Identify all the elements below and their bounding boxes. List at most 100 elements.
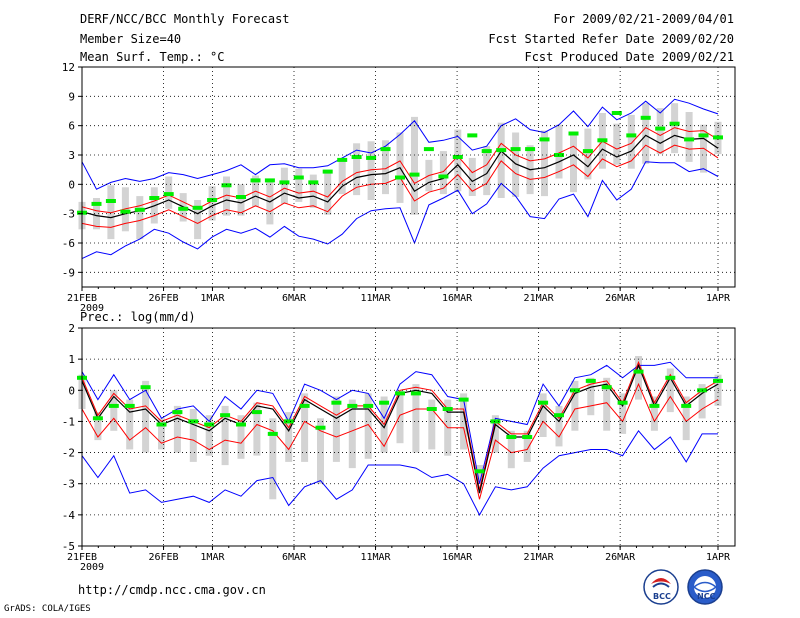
temperature-median-mark-42 <box>684 137 695 142</box>
temperature-median-mark-35 <box>582 149 593 154</box>
precipitation-median-mark-32 <box>585 378 596 383</box>
temperature-box-17 <box>324 169 332 215</box>
precipitation-xtick-label-3: 6MAR <box>282 552 307 563</box>
precipitation-median-mark-19 <box>379 400 390 405</box>
temperature-median-mark-5 <box>149 196 160 200</box>
precipitation-box-38 <box>682 396 690 441</box>
temperature-median-mark-14 <box>279 180 290 185</box>
temperature-box-28 <box>483 146 491 196</box>
temperature-box-14 <box>280 167 288 204</box>
precipitation-xtick-label-0: 21FEB <box>67 552 97 563</box>
precipitation-ytick-label-1: 1 <box>68 353 75 366</box>
temperature-median-mark-24 <box>423 147 434 152</box>
precipitation-box-9 <box>221 405 229 466</box>
precipitation-median-mark-10 <box>236 422 246 427</box>
precipitation-median-mark-13 <box>283 419 294 424</box>
precipitation-box-30 <box>555 405 563 447</box>
precipitation-xtick-label-4: 11MAR <box>360 552 391 563</box>
precipitation-upper-line <box>81 360 719 491</box>
temperature-ytick-label-0: 12 <box>62 61 75 74</box>
precipitation-box-7 <box>189 409 197 462</box>
temperature-box-4 <box>136 196 144 240</box>
temperature-box-25 <box>439 151 447 195</box>
temperature-ytick-label-2: 6 <box>68 120 75 133</box>
temperature-median-mark-26 <box>452 155 463 159</box>
grads-credit: GrADS: COLA/IGES <box>4 604 91 614</box>
precipitation-ylabel: Prec.: log(mm/d) <box>80 310 196 324</box>
temperature-median-mark-10 <box>221 183 232 188</box>
temperature-box-8 <box>194 200 202 240</box>
temperature-box-34 <box>570 132 577 193</box>
temperature-box-42 <box>685 112 693 162</box>
precipitation-box-26 <box>491 415 499 453</box>
temperature-box-15 <box>295 168 303 202</box>
precipitation-median-mark-20 <box>395 391 405 396</box>
temperature-box-37 <box>613 123 621 165</box>
precipitation-box-27 <box>507 430 515 469</box>
member-size: Member Size=40 <box>80 32 182 46</box>
temperature-median-mark-11 <box>236 195 246 199</box>
precipitation-box-6 <box>173 405 181 453</box>
precipitation-median-mark-12 <box>267 431 278 436</box>
temperature-median-mark-16 <box>308 180 319 185</box>
precipitation-ytick-label-4: -2 <box>62 447 75 460</box>
forecast-started: Fcst Started Refer Date 2009/02/20 <box>488 32 734 46</box>
precipitation-xtick-label-2: 1MAR <box>200 552 225 563</box>
source-url[interactable]: http://cmdp.ncc.cma.gov.cn <box>78 583 266 597</box>
precipitation-median-mark-21 <box>410 391 421 396</box>
precipitation-median-mark-8 <box>204 422 215 427</box>
temperature-median-mark-7 <box>178 206 189 211</box>
precipitation-box-1 <box>94 412 102 441</box>
precipitation-min-line <box>81 429 718 516</box>
precipitation-box-28 <box>523 430 531 462</box>
temperature-box-21 <box>382 140 389 195</box>
precipitation-median-mark-27 <box>506 435 517 439</box>
precipitation-median-mark-29 <box>538 400 549 405</box>
precipitation-box-10 <box>237 415 245 459</box>
temperature-median-mark-9 <box>207 198 218 202</box>
precipitation-xtick-label-6: 21MAR <box>524 552 555 563</box>
temperature-ytick-label-5: -3 <box>62 208 75 221</box>
precipitation-median-mark-37 <box>665 375 676 380</box>
precipitation-median-mark-33 <box>601 385 612 390</box>
precipitation-box-5 <box>158 418 165 450</box>
precipitation-median-mark-5 <box>156 422 167 427</box>
temperature-median-mark-3 <box>120 209 131 214</box>
temperature-ytick-label-7: -9 <box>62 266 75 279</box>
temperature-median-mark-38 <box>626 133 637 138</box>
precipitation-box-2 <box>110 390 118 431</box>
precipitation-median-mark-17 <box>347 403 358 408</box>
temperature-xtick-label-3: 6MAR <box>282 293 307 304</box>
precipitation-box-33 <box>603 377 611 431</box>
precipitation-box-12 <box>269 418 277 500</box>
temperature-box-38 <box>627 114 635 169</box>
temperature-max-line <box>81 98 719 190</box>
temperature-box-40 <box>656 108 664 155</box>
temperature-year-label: 2009 <box>80 303 104 314</box>
precipitation-box-36 <box>650 396 658 431</box>
precipitation-year-label: 2009 <box>80 562 104 573</box>
temperature-median-mark-8 <box>192 205 203 210</box>
precipitation-median-mark-15 <box>315 425 326 430</box>
precipitation-box-8 <box>205 415 213 456</box>
temperature-median-mark-1 <box>91 201 102 206</box>
temperature-xtick-label-1: 26FEB <box>148 293 178 304</box>
temperature-median-mark-18 <box>337 157 348 162</box>
precipitation-box-16 <box>332 396 340 462</box>
temperature-median-mark-29 <box>496 148 507 153</box>
precipitation-median-mark-23 <box>442 407 453 411</box>
precipitation-box-21 <box>412 384 420 453</box>
temperature-box-26 <box>454 129 462 192</box>
precipitation-ytick-label-3: -1 <box>62 415 75 428</box>
temperature-xtick-label-7: 26MAR <box>605 293 636 304</box>
temperature-median-mark-2 <box>105 199 116 203</box>
precipitation-box-22 <box>428 399 436 450</box>
temperature-median-mark-6 <box>163 192 174 197</box>
temperature-ytick-label-3: 3 <box>68 149 75 162</box>
precipitation-box-3 <box>126 399 134 450</box>
ncc-logo <box>687 569 723 605</box>
temperature-median-mark-30 <box>510 147 521 152</box>
temperature-median-mark-25 <box>438 174 449 179</box>
temperature-xtick-label-6: 21MAR <box>524 293 555 304</box>
precipitation-median-mark-18 <box>363 403 374 408</box>
